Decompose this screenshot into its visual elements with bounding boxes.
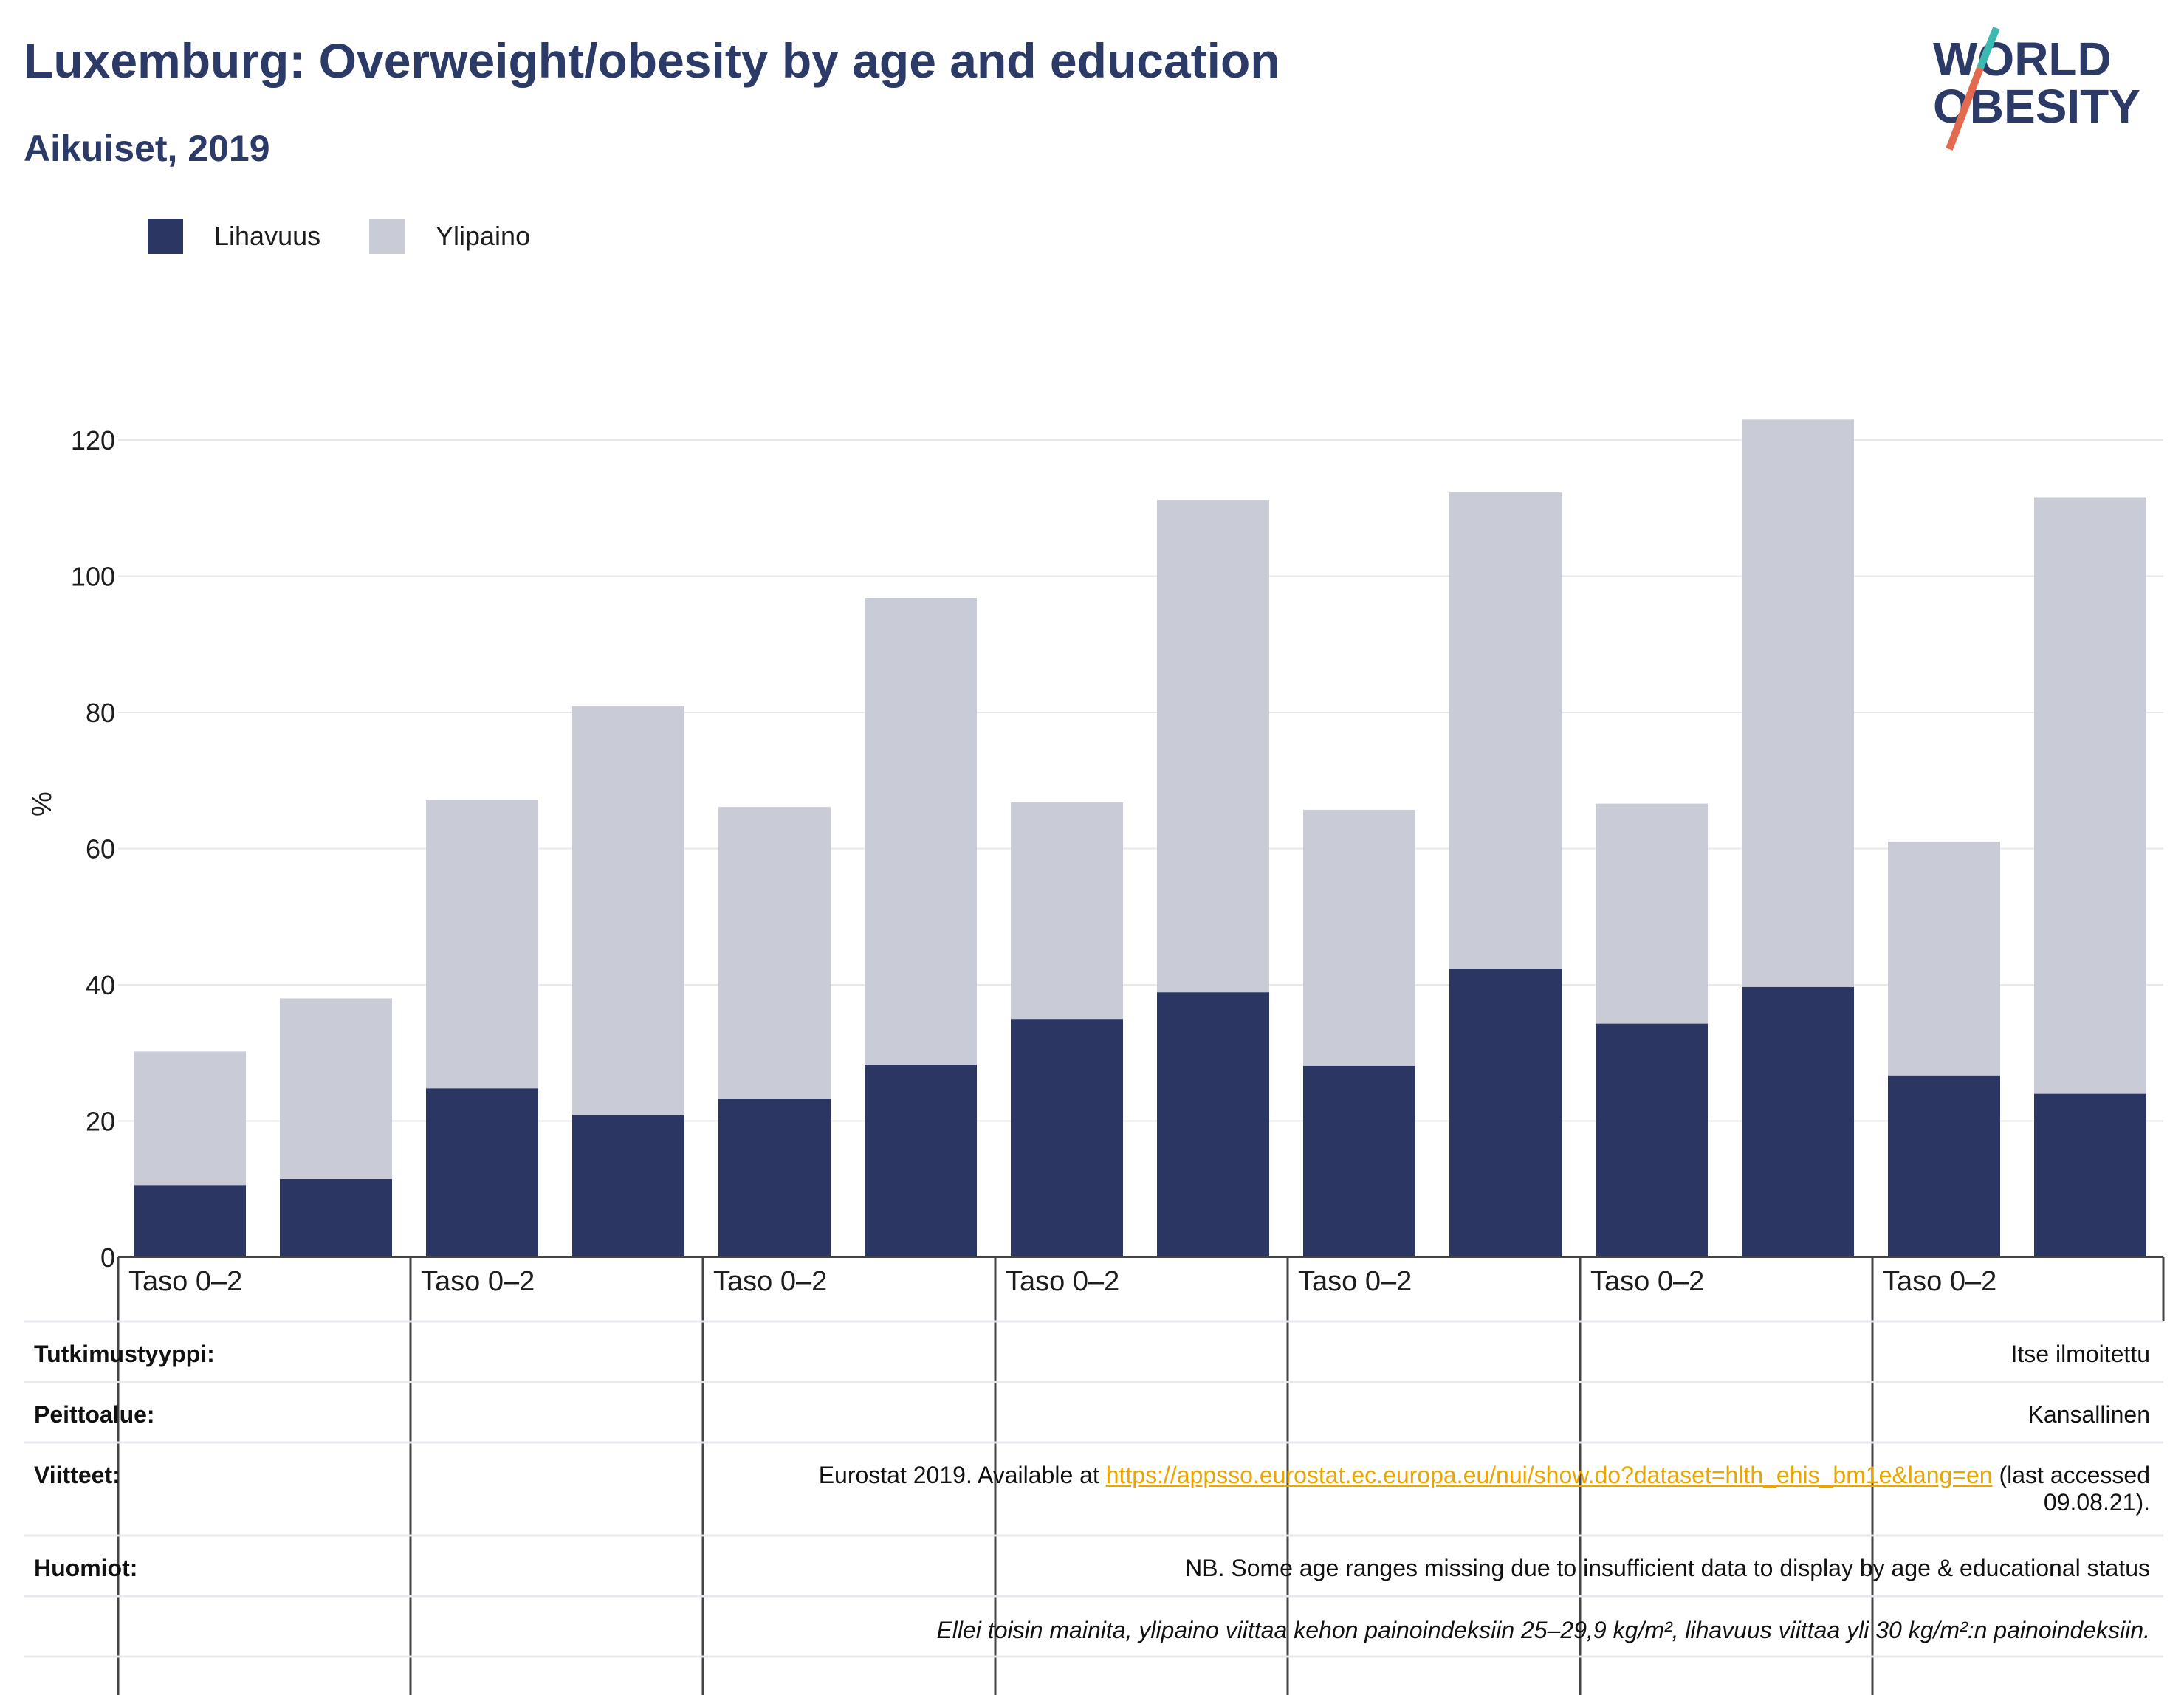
bar-lihavuus bbox=[718, 1099, 831, 1257]
logo-slash-teal-icon bbox=[1977, 27, 2000, 69]
table-value-survey-type: Itse ilmoitettu bbox=[2010, 1341, 2150, 1367]
bar-lihavuus bbox=[426, 1088, 538, 1257]
bar-ylipaino bbox=[1596, 803, 1708, 1024]
reference-line2: 09.08.21). bbox=[2043, 1489, 2150, 1516]
bar-lihavuus bbox=[280, 1178, 392, 1257]
bar-ylipaino bbox=[1157, 500, 1269, 993]
x-group-label: Taso 0–2 bbox=[1883, 1266, 1996, 1297]
table-label-notes: Huomiot: bbox=[34, 1555, 138, 1581]
bar-ylipaino bbox=[1449, 492, 1562, 969]
x-group-label: Taso 0–2 bbox=[713, 1266, 827, 1297]
bar-lihavuus bbox=[572, 1115, 684, 1257]
y-tick-label: 60 bbox=[86, 834, 115, 864]
reference-suffix: (last accessed bbox=[1992, 1462, 2150, 1488]
table-value-definition-note: Ellei toisin mainita, ylipaino viittaa k… bbox=[936, 1617, 2150, 1643]
bar-ylipaino bbox=[718, 807, 831, 1099]
table-value-notes: NB. Some age ranges missing due to insuf… bbox=[1185, 1555, 2150, 1581]
legend-item-lihavuus[interactable]: Lihavuus bbox=[148, 219, 320, 254]
bar-lihavuus bbox=[1742, 986, 1854, 1257]
x-group-label: Taso 0–2 bbox=[128, 1266, 242, 1297]
y-tick-label: 40 bbox=[86, 970, 115, 1000]
x-group-label: Taso 0–2 bbox=[1590, 1266, 1704, 1297]
table-label-survey-type: Tutkimustyyppi: bbox=[34, 1341, 215, 1367]
bar-ylipaino bbox=[280, 998, 392, 1179]
table-label-references: Viitteet: bbox=[34, 1462, 120, 1488]
y-tick-label: 0 bbox=[100, 1242, 115, 1273]
bar-lihavuus bbox=[1596, 1023, 1708, 1257]
y-tick-label: 100 bbox=[71, 562, 115, 592]
world-obesity-logo: WORLD OBESITY bbox=[1933, 27, 2140, 151]
legend-item-ylipaino[interactable]: Ylipaino bbox=[369, 219, 530, 254]
bar-ylipaino bbox=[572, 706, 684, 1115]
legend-swatch-lihavuus bbox=[148, 219, 183, 254]
logo-slash-coral-icon bbox=[1946, 66, 1984, 151]
bar-lihavuus bbox=[865, 1064, 977, 1257]
bar-lihavuus bbox=[1011, 1019, 1123, 1257]
logo-word-1: WORLD bbox=[1933, 32, 2112, 86]
x-group-label: Taso 0–2 bbox=[1298, 1266, 1412, 1297]
bar-ylipaino bbox=[1011, 802, 1123, 1020]
bar-ylipaino bbox=[1888, 842, 2000, 1076]
reference-link[interactable]: https://appsso.eurostat.ec.europa.eu/nui… bbox=[1105, 1462, 1993, 1488]
bar-ylipaino bbox=[1303, 809, 1415, 1066]
bar-lihavuus bbox=[1303, 1065, 1415, 1257]
chart-title: Luxemburg: Overweight/obesity by age and… bbox=[24, 33, 1280, 88]
legend-label-lihavuus: Lihavuus bbox=[214, 221, 321, 251]
x-group-label: Taso 0–2 bbox=[421, 1266, 535, 1297]
reference-prefix: Eurostat 2019. Available at bbox=[818, 1462, 1106, 1488]
bar-lihavuus bbox=[1888, 1075, 2000, 1257]
table-value-references: Eurostat 2019. Available at https://apps… bbox=[819, 1462, 2150, 1516]
y-tick-label: 80 bbox=[86, 698, 115, 728]
table-label-coverage: Peittoalue: bbox=[34, 1401, 155, 1428]
table-value-coverage: Kansallinen bbox=[2027, 1401, 2150, 1428]
bar-lihavuus bbox=[1449, 968, 1562, 1257]
y-tick-label: 120 bbox=[71, 425, 115, 455]
bar-ylipaino bbox=[426, 800, 538, 1089]
y-tick-label: 20 bbox=[86, 1107, 115, 1137]
chart-subtitle: Aikuiset, 2019 bbox=[24, 128, 270, 169]
bar-ylipaino bbox=[2034, 497, 2146, 1094]
x-group-label: Taso 0–2 bbox=[1006, 1266, 1119, 1297]
legend-swatch-ylipaino bbox=[369, 219, 405, 254]
bar-ylipaino bbox=[1742, 419, 1854, 987]
bar-ylipaino bbox=[134, 1051, 246, 1186]
legend-label-ylipaino: Ylipaino bbox=[436, 221, 531, 251]
bar-lihavuus bbox=[2034, 1093, 2146, 1257]
bar-ylipaino bbox=[865, 598, 977, 1065]
bar-lihavuus bbox=[134, 1185, 246, 1257]
bar-lihavuus bbox=[1157, 992, 1269, 1257]
